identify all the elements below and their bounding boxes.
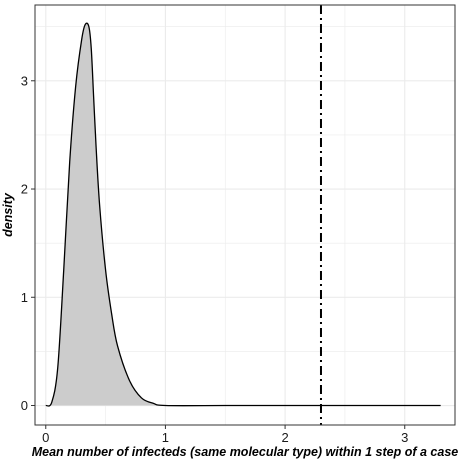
plot-panel-border [34, 4, 456, 426]
x-tick-label: 1 [162, 430, 169, 445]
y-tick-label: 2 [21, 182, 28, 197]
axes: 0 1 2 3 0 1 2 3 [21, 73, 409, 445]
density-area [45, 23, 441, 407]
data-layer [45, 5, 441, 425]
y-tick-label: 1 [21, 290, 28, 305]
x-tick-label: 3 [401, 430, 408, 445]
x-axis-title: Mean number of infecteds (same molecular… [32, 445, 459, 459]
y-tick-label: 0 [21, 398, 28, 413]
x-tick-label: 2 [281, 430, 288, 445]
y-tick-label: 3 [21, 73, 28, 88]
grid [35, 5, 455, 425]
y-axis-title: density [1, 192, 15, 237]
density-curve [45, 22, 441, 407]
x-tick-label: 0 [42, 430, 49, 445]
